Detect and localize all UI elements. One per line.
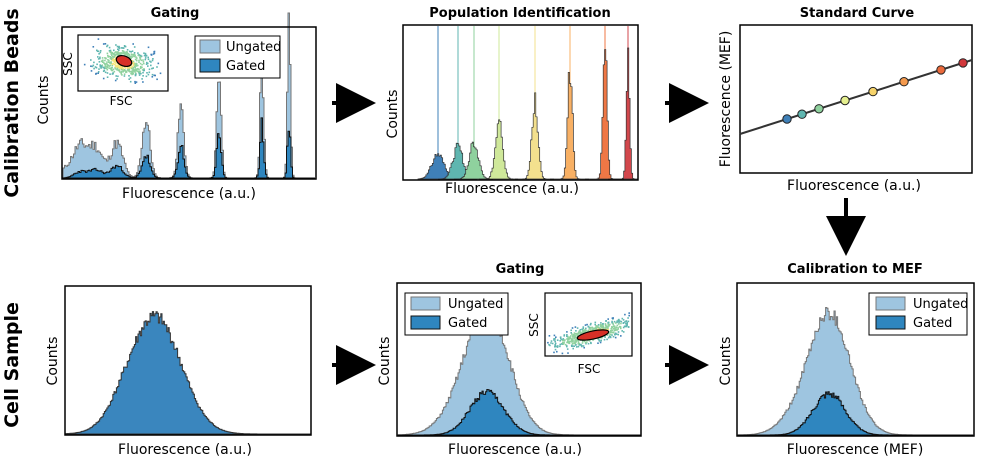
population-histogram: [515, 92, 554, 180]
legend: Ungated Gated: [404, 292, 509, 336]
standard-curve-point: [814, 104, 824, 114]
panel-title: Calibration to MEF: [787, 262, 922, 277]
legend-ungated: Ungated: [226, 40, 281, 55]
y-axis-label: Counts: [385, 90, 401, 139]
x-axis-label: Fluorescence (MEF): [787, 442, 924, 458]
panel-standard-curve: Standard Curve Fluorescence (a.u.) Fluor…: [718, 6, 973, 194]
gate-ellipse: [576, 329, 610, 341]
x-axis-label: Fluorescence (a.u.): [787, 178, 921, 194]
standard-curve-point: [840, 95, 850, 106]
fit-line: [739, 59, 973, 135]
population-histogram: [550, 71, 589, 180]
y-axis-label: Counts: [377, 337, 393, 386]
plot-frame: [402, 24, 639, 181]
row-label-cells: Cell Sample: [1, 302, 23, 428]
y-axis-label: Counts: [45, 337, 61, 386]
plot-frame: [736, 282, 975, 437]
panel-title: Gating: [496, 262, 545, 277]
raw-histogram: [65, 311, 311, 435]
standard-curve-point: [782, 114, 792, 124]
legend-ungated: Ungated: [448, 297, 503, 312]
panel-gating-cells: Gating Ungated Gated FSC SSC Fluorescenc…: [377, 262, 642, 458]
panel-gating-beads: Gating FSC SSC Ungated Gated Fluorescenc…: [36, 6, 317, 202]
standard-curve-point: [958, 58, 968, 68]
plot-frame: [64, 285, 312, 436]
panel-title: Standard Curve: [800, 6, 915, 21]
plot-frame: [61, 26, 317, 180]
x-axis-label: Fluorescence (a.u.): [118, 442, 252, 458]
y-axis-label: Fluorescence (MEF): [718, 31, 734, 168]
gated-histogram: [62, 117, 315, 179]
panel-cell-raw: Fluorescence (a.u.) Counts: [45, 285, 312, 458]
panel-title: Population Identification: [429, 6, 611, 21]
plot-frame: [396, 282, 642, 437]
panel-population-identification: Population Identification Fluorescence (…: [385, 6, 639, 197]
legend-swatch-ungated: [875, 296, 906, 311]
panel-title: Gating: [151, 6, 200, 21]
y-axis-label: Counts: [36, 76, 52, 125]
legend-swatch-ungated: [199, 39, 221, 54]
population-histogram: [479, 119, 518, 180]
legend: Ungated Gated: [194, 35, 281, 79]
gated-histogram: [398, 389, 641, 436]
standard-curve-point: [936, 65, 946, 75]
inset-ylabel: SSC: [527, 313, 541, 337]
scatter-inset: FSC SSC: [61, 34, 169, 108]
legend-gated: Gated: [226, 59, 265, 74]
legend-gated: Gated: [448, 316, 487, 331]
legend: Ungated Gated: [868, 292, 968, 336]
panel-calibration-to-mef: Calibration to MEF Ungated Gated Fluores…: [718, 262, 975, 458]
inset-ylabel: SSC: [61, 52, 75, 76]
gated-histogram: [738, 391, 974, 436]
population-histogram: [608, 47, 638, 180]
plot-frame: [739, 24, 973, 174]
row-label-beads: Calibration Beads: [1, 8, 23, 197]
x-axis-label: Fluorescence (a.u.): [445, 181, 579, 197]
standard-curve-points: [782, 58, 968, 124]
x-axis-label: Fluorescence (a.u.): [122, 186, 256, 202]
population-histograms: [417, 26, 638, 180]
gate-ellipse: [115, 54, 133, 68]
legend-swatch-gated: [875, 315, 906, 330]
scatter-inset: FSC SSC: [527, 292, 633, 376]
legend-swatch-gated: [199, 58, 221, 73]
legend-swatch-ungated: [410, 296, 441, 311]
legend-ungated: Ungated: [913, 297, 968, 312]
standard-curve-point: [797, 109, 807, 119]
legend-swatch-gated: [410, 315, 441, 330]
standard-curve-point: [868, 86, 878, 97]
inset-xlabel: FSC: [110, 94, 133, 108]
y-axis-label: Counts: [718, 337, 734, 386]
standard-curve-point: [899, 77, 909, 87]
x-axis-label: Fluorescence (a.u.): [448, 442, 582, 458]
legend-gated: Gated: [913, 316, 952, 331]
inset-xlabel: FSC: [578, 362, 601, 376]
population-histogram: [585, 49, 624, 180]
